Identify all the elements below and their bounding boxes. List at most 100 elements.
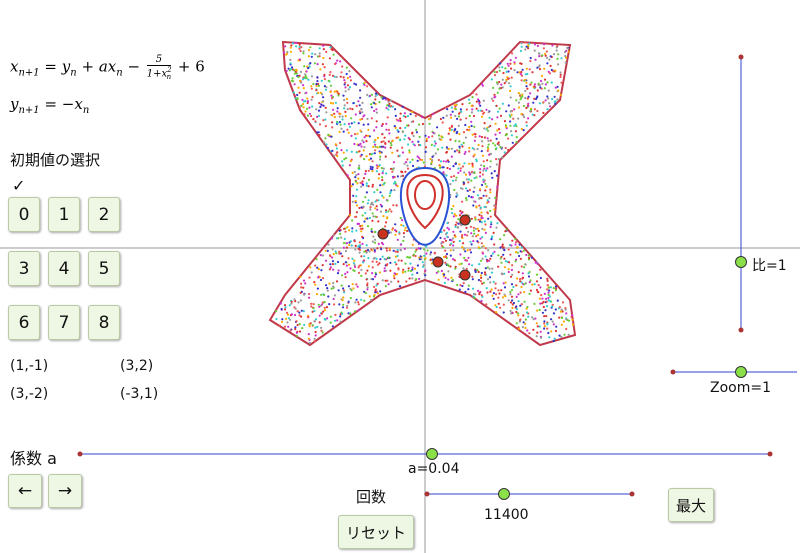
orbit-dot	[452, 258, 455, 261]
orbit-dot	[378, 271, 381, 274]
orbit-dot	[504, 260, 507, 263]
orbit-dot	[323, 141, 326, 144]
orbit-dot	[354, 200, 357, 203]
orbit-dot	[300, 81, 303, 84]
arrow-button[interactable]: ←	[8, 474, 42, 508]
initial-value-button[interactable]: 7	[48, 305, 80, 340]
initial-value-button[interactable]: 4	[48, 251, 80, 286]
orbit-dot	[533, 97, 536, 100]
slider-handle[interactable]	[426, 448, 438, 460]
orbit-dot	[520, 70, 523, 74]
initial-value-button[interactable]: 3	[8, 251, 40, 286]
orbit-dot	[364, 217, 367, 220]
orbit-dot	[545, 315, 548, 318]
orbit-dot	[462, 242, 465, 245]
orbit-dot	[535, 280, 539, 283]
orbit-dot	[519, 250, 522, 253]
orbit-dot	[389, 141, 392, 145]
ratio-slider[interactable]	[735, 54, 747, 333]
orbit-dot	[407, 269, 410, 272]
orbit-dot	[547, 291, 550, 294]
orbit-dot	[328, 282, 331, 285]
orbit-dot	[354, 180, 357, 183]
orbit-dot	[339, 232, 342, 235]
orbit-dot	[355, 298, 358, 301]
orbit-dot	[374, 215, 377, 218]
orbit-dot	[499, 306, 502, 309]
orbit-dot	[295, 41, 298, 45]
section-title: 初期値の選択	[10, 151, 101, 169]
orbit-dot	[344, 110, 347, 113]
initial-point[interactable]	[432, 256, 444, 268]
inner-orbit	[414, 180, 436, 210]
orbit-dot	[453, 104, 456, 107]
orbit-dot	[490, 221, 493, 224]
count-slider[interactable]	[424, 488, 635, 500]
orbit-dot	[349, 160, 352, 163]
orbit-dot	[313, 320, 316, 323]
orbit-dot	[567, 333, 570, 336]
reset-button[interactable]: リセット	[338, 515, 414, 549]
orbit-dot	[493, 208, 496, 211]
orbit-dot	[367, 256, 370, 260]
orbit-dot	[551, 291, 555, 294]
orbit-dot	[303, 113, 306, 116]
initial-value-button[interactable]: 5	[88, 251, 120, 286]
orbit-dot	[332, 53, 335, 56]
orbit-dot	[346, 77, 349, 80]
zoom-slider[interactable]	[670, 366, 798, 378]
orbit-dot	[302, 84, 305, 87]
slider-handle[interactable]	[735, 256, 747, 268]
initial-value-button[interactable]: 6	[8, 305, 40, 340]
slider-handle[interactable]	[735, 366, 747, 378]
orbit-dot	[402, 224, 405, 227]
orbit-dot	[353, 133, 357, 136]
orbit-dot	[415, 128, 418, 131]
slider-handle[interactable]	[498, 488, 510, 500]
orbit-dot	[307, 49, 311, 52]
orbit-dot	[509, 309, 512, 312]
orbit-dot	[449, 116, 453, 119]
orbit-dot	[462, 181, 465, 184]
orbit-dot	[422, 161, 425, 164]
orbit-dot	[345, 306, 349, 309]
orbit-dot	[429, 115, 432, 118]
orbit-boundary	[268, 40, 577, 347]
orbit-dot	[542, 305, 545, 309]
initial-point[interactable]	[459, 214, 471, 226]
initial-value-button[interactable]: 2	[88, 197, 120, 232]
orbit-dot	[471, 278, 474, 281]
orbit-dot	[301, 327, 304, 330]
orbit-dot	[478, 220, 482, 223]
initial-point[interactable]	[459, 269, 471, 281]
orbit-dot	[302, 310, 305, 313]
initial-value-button[interactable]: 1	[48, 197, 80, 232]
orbit-dot	[430, 160, 434, 163]
initial-point[interactable]	[377, 228, 389, 240]
arrow-button[interactable]: →	[48, 474, 82, 508]
orbit-dot	[295, 334, 298, 337]
orbit-dot	[366, 117, 369, 120]
a-slider[interactable]	[77, 448, 773, 460]
orbit-dot	[470, 243, 473, 246]
orbit-dot	[543, 87, 546, 90]
orbit-dot	[381, 178, 384, 182]
orbit-dot	[559, 310, 563, 313]
orbit-dot	[461, 145, 464, 148]
orbit-dot	[340, 149, 343, 152]
orbit-dot	[479, 259, 483, 262]
orbit-dot	[549, 300, 552, 303]
orbit-dot	[483, 122, 486, 125]
orbit-dot	[485, 303, 488, 306]
initial-value-button[interactable]: 0	[8, 197, 40, 232]
orbit-dot	[387, 128, 390, 131]
orbit-dot	[381, 255, 384, 258]
orbit-dot	[365, 140, 368, 143]
orbit-dot	[454, 267, 457, 270]
orbit-dot	[360, 185, 363, 188]
orbit-dot	[470, 232, 473, 235]
orbit-dot	[479, 206, 482, 209]
initial-value-button[interactable]: 8	[88, 305, 120, 340]
max-button[interactable]: 最大	[668, 488, 714, 522]
orbit-dot	[299, 275, 302, 278]
